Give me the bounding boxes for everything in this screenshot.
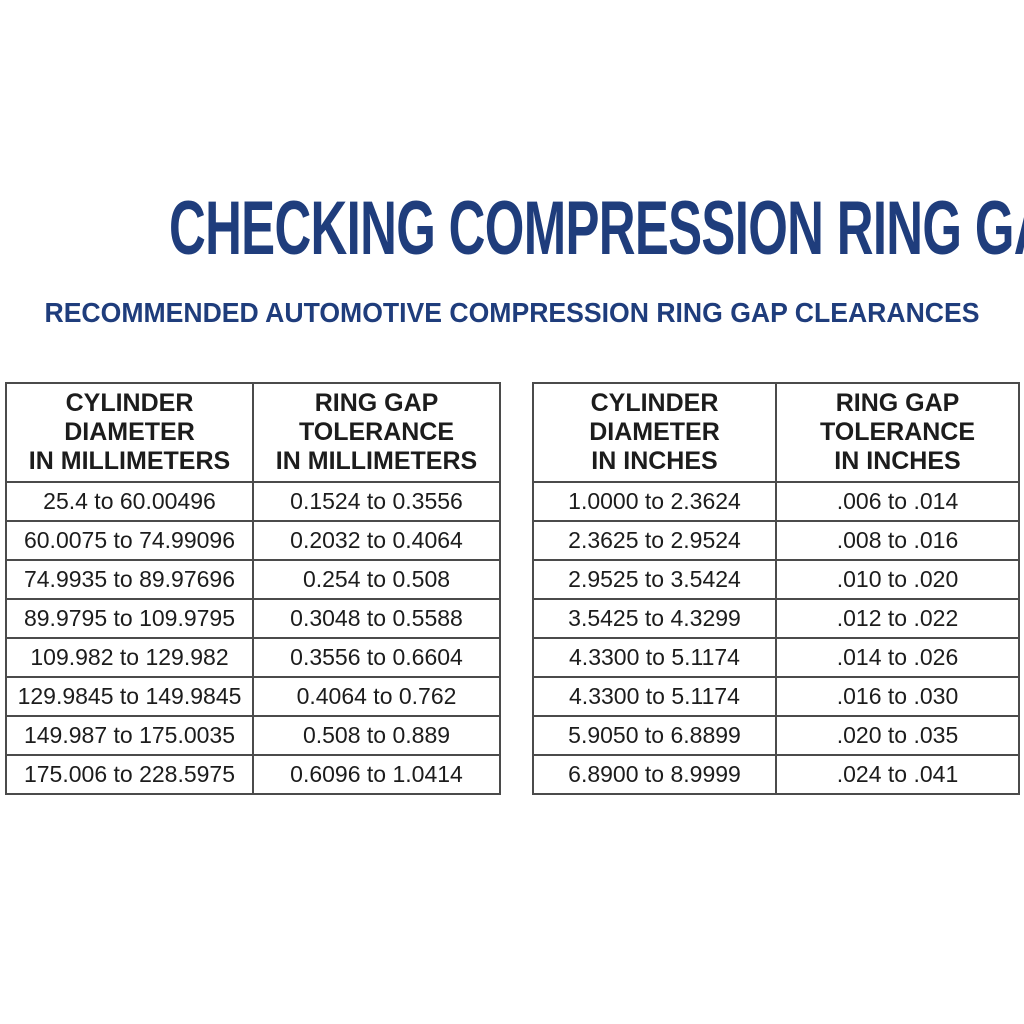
header-line: RING GAP xyxy=(314,389,439,417)
table-row: 3.5425 to 4.3299 .012 to .022 xyxy=(532,598,1020,639)
table-row: 109.982 to 129.982 0.3556 to 0.6604 xyxy=(5,637,501,678)
ring-gap-tolerance-cell: .024 to .041 xyxy=(775,754,1020,795)
header-line: IN INCHES xyxy=(591,447,718,475)
column-header-ring-gap-tolerance-mm: RING GAP TOLERANCE IN MILLIMETERS xyxy=(252,382,501,483)
ring-gap-tolerance-cell: .014 to .026 xyxy=(775,637,1020,678)
ring-gap-tolerance-cell: 0.4064 to 0.762 xyxy=(252,676,501,717)
header-line: IN MILLIMETERS xyxy=(275,447,478,475)
ring-gap-tolerance-cell: 0.508 to 0.889 xyxy=(252,715,501,756)
header-line: RING GAP xyxy=(835,389,960,417)
table-row: 74.9935 to 89.97696 0.254 to 0.508 xyxy=(5,559,501,600)
metric-table: CYLINDER DIAMETER IN MILLIMETERS RING GA… xyxy=(5,382,501,795)
column-header-ring-gap-tolerance-in: RING GAP TOLERANCE IN INCHES xyxy=(775,382,1020,483)
cylinder-diameter-cell: 3.5425 to 4.3299 xyxy=(532,598,777,639)
table-row: 5.9050 to 6.8899 .020 to .035 xyxy=(532,715,1020,756)
table-row: 175.006 to 228.5975 0.6096 to 1.0414 xyxy=(5,754,501,795)
cylinder-diameter-cell: 25.4 to 60.00496 xyxy=(5,481,254,522)
table-row: 4.3300 to 5.1174 .016 to .030 xyxy=(532,676,1020,717)
ring-gap-tolerance-cell: 0.3556 to 0.6604 xyxy=(252,637,501,678)
cylinder-diameter-cell: 2.9525 to 3.5424 xyxy=(532,559,777,600)
cylinder-diameter-cell: 149.987 to 175.0035 xyxy=(5,715,254,756)
table-header-row: CYLINDER DIAMETER IN MILLIMETERS RING GA… xyxy=(5,382,501,483)
cylinder-diameter-cell: 2.3625 to 2.9524 xyxy=(532,520,777,561)
table-row: 6.8900 to 8.9999 .024 to .041 xyxy=(532,754,1020,795)
header-line: CYLINDER xyxy=(65,389,194,417)
table-row: 89.9795 to 109.9795 0.3048 to 0.5588 xyxy=(5,598,501,639)
cylinder-diameter-cell: 4.3300 to 5.1174 xyxy=(532,637,777,678)
inches-table: CYLINDER DIAMETER IN INCHES RING GAP TOL… xyxy=(532,382,1020,795)
cylinder-diameter-cell: 74.9935 to 89.97696 xyxy=(5,559,254,600)
cylinder-diameter-cell: 175.006 to 228.5975 xyxy=(5,754,254,795)
table-row: 2.9525 to 3.5424 .010 to .020 xyxy=(532,559,1020,600)
page-subtitle: RECOMMENDED AUTOMOTIVE COMPRESSION RING … xyxy=(44,297,980,328)
table-row: 129.9845 to 149.9845 0.4064 to 0.762 xyxy=(5,676,501,717)
cylinder-diameter-cell: 1.0000 to 2.3624 xyxy=(532,481,777,522)
page-title: CHECKING COMPRESSION RING GAPS xyxy=(168,186,1024,271)
header-line: CYLINDER xyxy=(590,389,719,417)
header-line: DIAMETER xyxy=(589,418,720,446)
ring-gap-tolerance-cell: .008 to .016 xyxy=(775,520,1020,561)
ring-gap-tolerance-cell: .020 to .035 xyxy=(775,715,1020,756)
cylinder-diameter-cell: 60.0075 to 74.99096 xyxy=(5,520,254,561)
table-row: 149.987 to 175.0035 0.508 to 0.889 xyxy=(5,715,501,756)
header-line: TOLERANCE xyxy=(819,418,976,446)
ring-gap-tolerance-cell: 0.1524 to 0.3556 xyxy=(252,481,501,522)
tables-region: CYLINDER DIAMETER IN MILLIMETERS RING GA… xyxy=(5,382,1020,795)
cylinder-diameter-cell: 6.8900 to 8.9999 xyxy=(532,754,777,795)
table-row: 60.0075 to 74.99096 0.2032 to 0.4064 xyxy=(5,520,501,561)
ring-gap-tolerance-cell: 0.6096 to 1.0414 xyxy=(252,754,501,795)
table-row: 1.0000 to 2.3624 .006 to .014 xyxy=(532,481,1020,522)
cylinder-diameter-cell: 109.982 to 129.982 xyxy=(5,637,254,678)
ring-gap-tolerance-cell: .010 to .020 xyxy=(775,559,1020,600)
ring-gap-tolerance-cell: 0.2032 to 0.4064 xyxy=(252,520,501,561)
table-row: 2.3625 to 2.9524 .008 to .016 xyxy=(532,520,1020,561)
ring-gap-tolerance-cell: .016 to .030 xyxy=(775,676,1020,717)
header-line: IN INCHES xyxy=(834,447,961,475)
column-header-cylinder-diameter-in: CYLINDER DIAMETER IN INCHES xyxy=(532,382,777,483)
ring-gap-tolerance-cell: 0.254 to 0.508 xyxy=(252,559,501,600)
ring-gap-tolerance-cell: 0.3048 to 0.5588 xyxy=(252,598,501,639)
table-row: 4.3300 to 5.1174 .014 to .026 xyxy=(532,637,1020,678)
cylinder-diameter-cell: 4.3300 to 5.1174 xyxy=(532,676,777,717)
table-header-row: CYLINDER DIAMETER IN INCHES RING GAP TOL… xyxy=(532,382,1020,483)
cylinder-diameter-cell: 129.9845 to 149.9845 xyxy=(5,676,254,717)
cylinder-diameter-cell: 89.9795 to 109.9795 xyxy=(5,598,254,639)
header-line: IN MILLIMETERS xyxy=(28,447,231,475)
cylinder-diameter-cell: 5.9050 to 6.8899 xyxy=(532,715,777,756)
ring-gap-tolerance-cell: .012 to .022 xyxy=(775,598,1020,639)
table-row: 25.4 to 60.00496 0.1524 to 0.3556 xyxy=(5,481,501,522)
column-header-cylinder-diameter-mm: CYLINDER DIAMETER IN MILLIMETERS xyxy=(5,382,254,483)
header-line: DIAMETER xyxy=(64,418,195,446)
header-line: TOLERANCE xyxy=(298,418,455,446)
ring-gap-tolerance-cell: .006 to .014 xyxy=(775,481,1020,522)
